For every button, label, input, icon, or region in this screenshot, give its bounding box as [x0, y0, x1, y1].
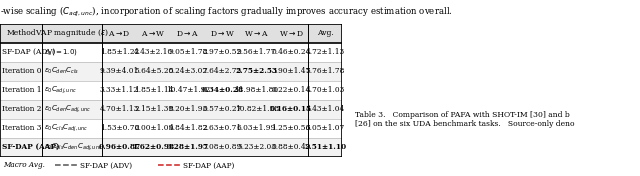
- Text: 0.57±0.27: 0.57±0.27: [203, 105, 242, 113]
- Text: A$\rightarrow$D: A$\rightarrow$D: [108, 29, 131, 38]
- Text: W$\rightarrow$A: W$\rightarrow$A: [244, 29, 269, 38]
- Text: 2.15±1.39: 2.15±1.39: [134, 105, 173, 113]
- Text: 11.98±1.80: 11.98±1.80: [234, 86, 278, 94]
- Text: 8.20±1.93: 8.20±1.93: [168, 105, 207, 113]
- Text: 0.88±0.49: 0.88±0.49: [271, 143, 310, 151]
- Text: 6.03±1.99: 6.03±1.99: [237, 124, 276, 132]
- Text: Iteration 3: Iteration 3: [2, 124, 41, 132]
- Text: SF-DAP (ADV): SF-DAP (ADV): [2, 48, 55, 56]
- Text: 1.85±1.14: 1.85±1.14: [134, 86, 173, 94]
- Bar: [0, 119, 342, 138]
- Text: 4.43±1.04: 4.43±1.04: [306, 105, 345, 113]
- Text: 5.76±1.78: 5.76±1.78: [305, 67, 345, 75]
- Text: 5.24±3.02: 5.24±3.02: [168, 67, 207, 75]
- Text: 1.85±1.22: 1.85±1.22: [100, 48, 139, 56]
- Text: 4.70±1.13: 4.70±1.13: [100, 105, 139, 113]
- Bar: [0, 100, 342, 119]
- Text: 9.56±1.77: 9.56±1.77: [237, 48, 276, 56]
- Text: SF-DAP (AAP): SF-DAP (AAP): [183, 161, 234, 169]
- Text: Method: Method: [6, 29, 36, 37]
- Text: 3.90±1.47: 3.90±1.47: [271, 67, 310, 75]
- Text: VAP magnitude ($\epsilon$): VAP magnitude ($\epsilon$): [35, 27, 109, 39]
- Text: 7.64±2.75: 7.64±2.75: [203, 67, 242, 75]
- Text: Macro Avg.: Macro Avg.: [3, 161, 45, 169]
- Text: 10.47±1.92: 10.47±1.92: [166, 86, 210, 94]
- Text: $\epsilon_0 C_{adj,unc}$: $\epsilon_0 C_{adj,unc}$: [44, 84, 77, 96]
- Text: $\epsilon_0 C_{den}C_{cls}$: $\epsilon_0 C_{den}C_{cls}$: [44, 66, 79, 76]
- Text: 2.51±1.10: 2.51±1.10: [304, 143, 346, 151]
- Text: SF-DAP (ADV): SF-DAP (ADV): [81, 161, 132, 169]
- Text: D$\rightarrow$A: D$\rightarrow$A: [177, 29, 200, 38]
- Text: A$\rightarrow$W: A$\rightarrow$W: [141, 29, 166, 38]
- Text: 2.75±2.53: 2.75±2.53: [236, 67, 278, 75]
- Text: D$\rightarrow$W: D$\rightarrow$W: [210, 29, 235, 38]
- Text: 3.05±1.07: 3.05±1.07: [306, 124, 345, 132]
- Bar: [0, 24, 342, 43]
- Text: 5.64±5.20: 5.64±5.20: [134, 67, 173, 75]
- Bar: [0, 43, 342, 62]
- Text: Table 3.   Comparison of PAFA with SHOT-IM [30] and b
[26] on the six UDA benchm: Table 3. Comparison of PAFA with SHOT-IM…: [355, 111, 574, 128]
- Text: 2.00±1.09: 2.00±1.09: [134, 124, 173, 132]
- Text: Iteration 2: Iteration 2: [2, 105, 41, 113]
- Text: 0.34±0.28: 0.34±0.28: [201, 86, 243, 94]
- Text: 3.08±0.89: 3.08±0.89: [203, 143, 242, 151]
- Text: $\epsilon_0 C_{cls}C_{den}C_{adj,unc}$: $\epsilon_0 C_{cls}C_{den}C_{adj,unc}$: [44, 141, 102, 153]
- Text: 3.33±1.12: 3.33±1.12: [100, 86, 139, 94]
- Bar: [0, 138, 342, 157]
- Text: 0.96±0.87: 0.96±0.87: [99, 143, 140, 151]
- Text: 2.97±0.52: 2.97±0.52: [203, 48, 242, 56]
- Bar: [0, 81, 342, 100]
- Text: 0.22±0.14: 0.22±0.14: [271, 86, 310, 94]
- Text: 1.62±0.98: 1.62±0.98: [132, 143, 175, 151]
- Text: 10.82±1.58: 10.82±1.58: [235, 105, 278, 113]
- Text: Iteration 1: Iteration 1: [2, 86, 41, 94]
- Text: 9.39±4.01: 9.39±4.01: [100, 67, 139, 75]
- Text: 4.84±1.82: 4.84±1.82: [168, 124, 207, 132]
- Text: 0.46±0.24: 0.46±0.24: [271, 48, 310, 56]
- Bar: [0, 62, 342, 81]
- Text: $\epsilon_0 C_{cls}C_{adj,unc}$: $\epsilon_0 C_{cls}C_{adj,unc}$: [44, 122, 88, 134]
- Text: SF-DAP (AAP): SF-DAP (AAP): [2, 143, 60, 151]
- Text: 2.63±0.71: 2.63±0.71: [203, 124, 242, 132]
- Text: 4.43±2.10: 4.43±2.10: [134, 48, 173, 56]
- Text: 1.53±0.76: 1.53±0.76: [100, 124, 139, 132]
- Text: 0.16±0.15: 0.16±0.15: [270, 105, 312, 113]
- Text: $\epsilon_0(=1.0)$: $\epsilon_0(=1.0)$: [44, 47, 77, 57]
- Text: W$\rightarrow$D: W$\rightarrow$D: [278, 29, 303, 38]
- Text: 3.28±1.97: 3.28±1.97: [167, 143, 209, 151]
- Text: Iteration 0: Iteration 0: [2, 67, 41, 75]
- Text: 4.72±1.13: 4.72±1.13: [306, 48, 345, 56]
- Text: 1.25±0.56: 1.25±0.56: [271, 124, 310, 132]
- Text: 4.70±1.03: 4.70±1.03: [306, 86, 345, 94]
- Text: -wise scaling ($C_{adj,unc}$), incorporation of scaling factors gradually improv: -wise scaling ($C_{adj,unc}$), incorpora…: [0, 5, 452, 19]
- Text: 5.23±2.03: 5.23±2.03: [237, 143, 276, 151]
- Text: 9.05±1.78: 9.05±1.78: [168, 48, 207, 56]
- Text: $\epsilon_0 C_{den}C_{adj,unc}$: $\epsilon_0 C_{den}C_{adj,unc}$: [44, 103, 91, 115]
- Text: Avg.: Avg.: [317, 29, 333, 37]
